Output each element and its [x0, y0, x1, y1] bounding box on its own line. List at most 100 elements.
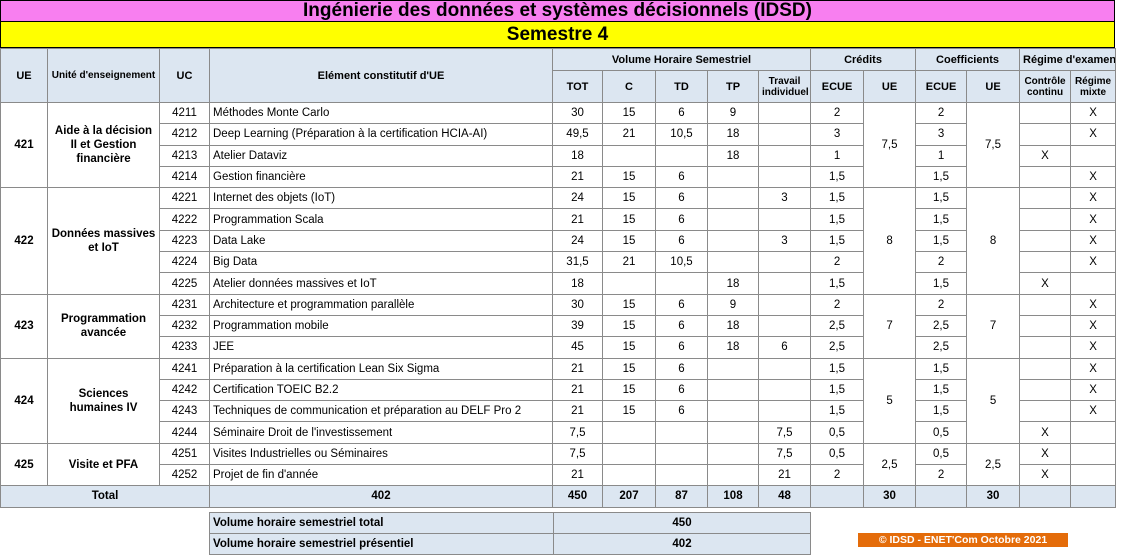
credits-ecue: 2 [810, 464, 865, 487]
coef-ecue: 2 [915, 464, 968, 487]
hours-c [602, 442, 656, 466]
regime-mixte: X [1070, 378, 1117, 402]
semester-title: Semestre 4 [0, 22, 1115, 48]
coef-ecue: 3 [915, 123, 968, 146]
summary-row: Volume horaire semestriel total 450 [209, 512, 811, 534]
hours-td: 6 [655, 314, 708, 338]
coef-ue: 2,5 [966, 442, 1021, 487]
total-label: Total [0, 485, 210, 508]
hours-travail [757, 400, 812, 423]
hours-travail [757, 251, 812, 274]
ue-name: Sciences humaines IV [47, 357, 160, 444]
ue-code: 423 [0, 293, 48, 359]
hours-tot: 21 [552, 378, 603, 402]
hours-td [655, 144, 708, 167]
hours-td: 6 [655, 357, 708, 380]
header-volume: Volume Horaire Semestriel [551, 48, 812, 71]
hours-tp: 18 [707, 336, 759, 359]
hours-td [655, 464, 708, 487]
uc-code: 4231 [159, 293, 210, 316]
uc-code: 4221 [159, 187, 210, 210]
coef-ecue: 1,5 [915, 229, 968, 253]
hours-tot: 21 [552, 464, 603, 487]
regime-mixte [1070, 442, 1117, 466]
hours-td [655, 442, 708, 466]
header-travail: Travail individuel [757, 70, 812, 103]
regime-mixte: X [1070, 400, 1117, 423]
hours-travail: 6 [757, 336, 812, 359]
total-mixte [1070, 485, 1117, 508]
hours-tot: 18 [552, 144, 603, 167]
header-credits-ecue: ECUE [810, 70, 865, 103]
summary-label: Volume horaire semestriel total [209, 512, 554, 534]
uc-code: 4223 [159, 229, 210, 253]
hours-c: 15 [602, 336, 656, 359]
ue-name: Aide à la décision II et Gestion financi… [47, 101, 160, 189]
regime-mixte [1070, 421, 1117, 444]
hours-travail [757, 101, 812, 125]
credits-ue: 2,5 [863, 442, 917, 487]
regime-controle [1019, 101, 1072, 125]
credits-ecue: 1,5 [810, 357, 865, 380]
regime-mixte: X [1070, 357, 1117, 380]
hours-c: 21 [602, 251, 656, 274]
coef-ecue: 1,5 [915, 357, 968, 380]
hours-tp: 18 [707, 272, 759, 295]
element-name: Data Lake [209, 229, 553, 253]
regime-mixte [1070, 144, 1117, 167]
hours-tp [707, 357, 759, 380]
hours-tot: 18 [552, 272, 603, 295]
coef-ecue: 1,5 [915, 165, 968, 189]
hours-c [602, 421, 656, 444]
element-name: Internet des objets (IoT) [209, 187, 553, 210]
element-name: Atelier Dataviz [209, 144, 553, 167]
credits-ue: 5 [863, 357, 917, 444]
header-td: TD [655, 70, 708, 103]
hours-td: 6 [655, 229, 708, 253]
regime-controle [1019, 229, 1072, 253]
hours-td: 6 [655, 187, 708, 210]
coef-ecue: 2 [915, 101, 968, 125]
hours-tp [707, 251, 759, 274]
total-tot: 450 [552, 485, 603, 508]
table-row: 4252 Projet de fin d'année 21 21 2 2 X [1, 464, 1117, 487]
hours-travail [757, 357, 812, 380]
table-row: 4213 Atelier Dataviz 18 18 1 1 X [1, 144, 1117, 167]
coef-ue: 5 [966, 357, 1021, 444]
header-coef-ecue: ECUE [915, 70, 968, 103]
element-name: Projet de fin d'année [209, 464, 553, 487]
credits-ue: 7 [863, 293, 917, 359]
regime-mixte: X [1070, 229, 1117, 253]
regime-mixte: X [1070, 123, 1117, 146]
coef-ecue: 2 [915, 251, 968, 274]
regime-mixte [1070, 464, 1117, 487]
hours-tp [707, 165, 759, 189]
hours-td [655, 421, 708, 444]
table-row: 4233 JEE 45 15 6 18 6 2,5 2,5 X [1, 336, 1117, 359]
table-row: 423 Programmation avancée 4231 Architecture… [0, 293, 1117, 359]
element-name: Architecture et programmation parallèle [209, 293, 553, 316]
hours-travail [757, 144, 812, 167]
hours-c [602, 464, 656, 487]
coef-ecue: 1,5 [915, 272, 968, 295]
uc-code: 4213 [159, 144, 210, 167]
hours-tp [707, 187, 759, 210]
hours-tp [707, 229, 759, 253]
hours-tp [707, 421, 759, 444]
uc-code: 4225 [159, 272, 210, 295]
hours-tot: 7,5 [552, 442, 603, 466]
header-ue: UE [0, 48, 48, 103]
ue-name: Données massives et IoT [47, 187, 160, 295]
coef-ecue: 1,5 [915, 187, 968, 210]
summary-value: 402 [553, 533, 811, 555]
summary-value: 450 [553, 512, 811, 534]
hours-tot: 39 [552, 314, 603, 338]
credits-ecue: 2 [810, 101, 865, 125]
hours-travail [757, 165, 812, 189]
coef-ecue: 2,5 [915, 314, 968, 338]
regime-mixte: X [1070, 251, 1117, 274]
summary-row: Volume horaire semestriel présentiel 402 [209, 533, 811, 555]
table-row: 4225 Atelier données massives et IoT 18 18 1… [1, 272, 1117, 295]
hours-travail [757, 314, 812, 338]
regime-controle [1019, 293, 1072, 316]
